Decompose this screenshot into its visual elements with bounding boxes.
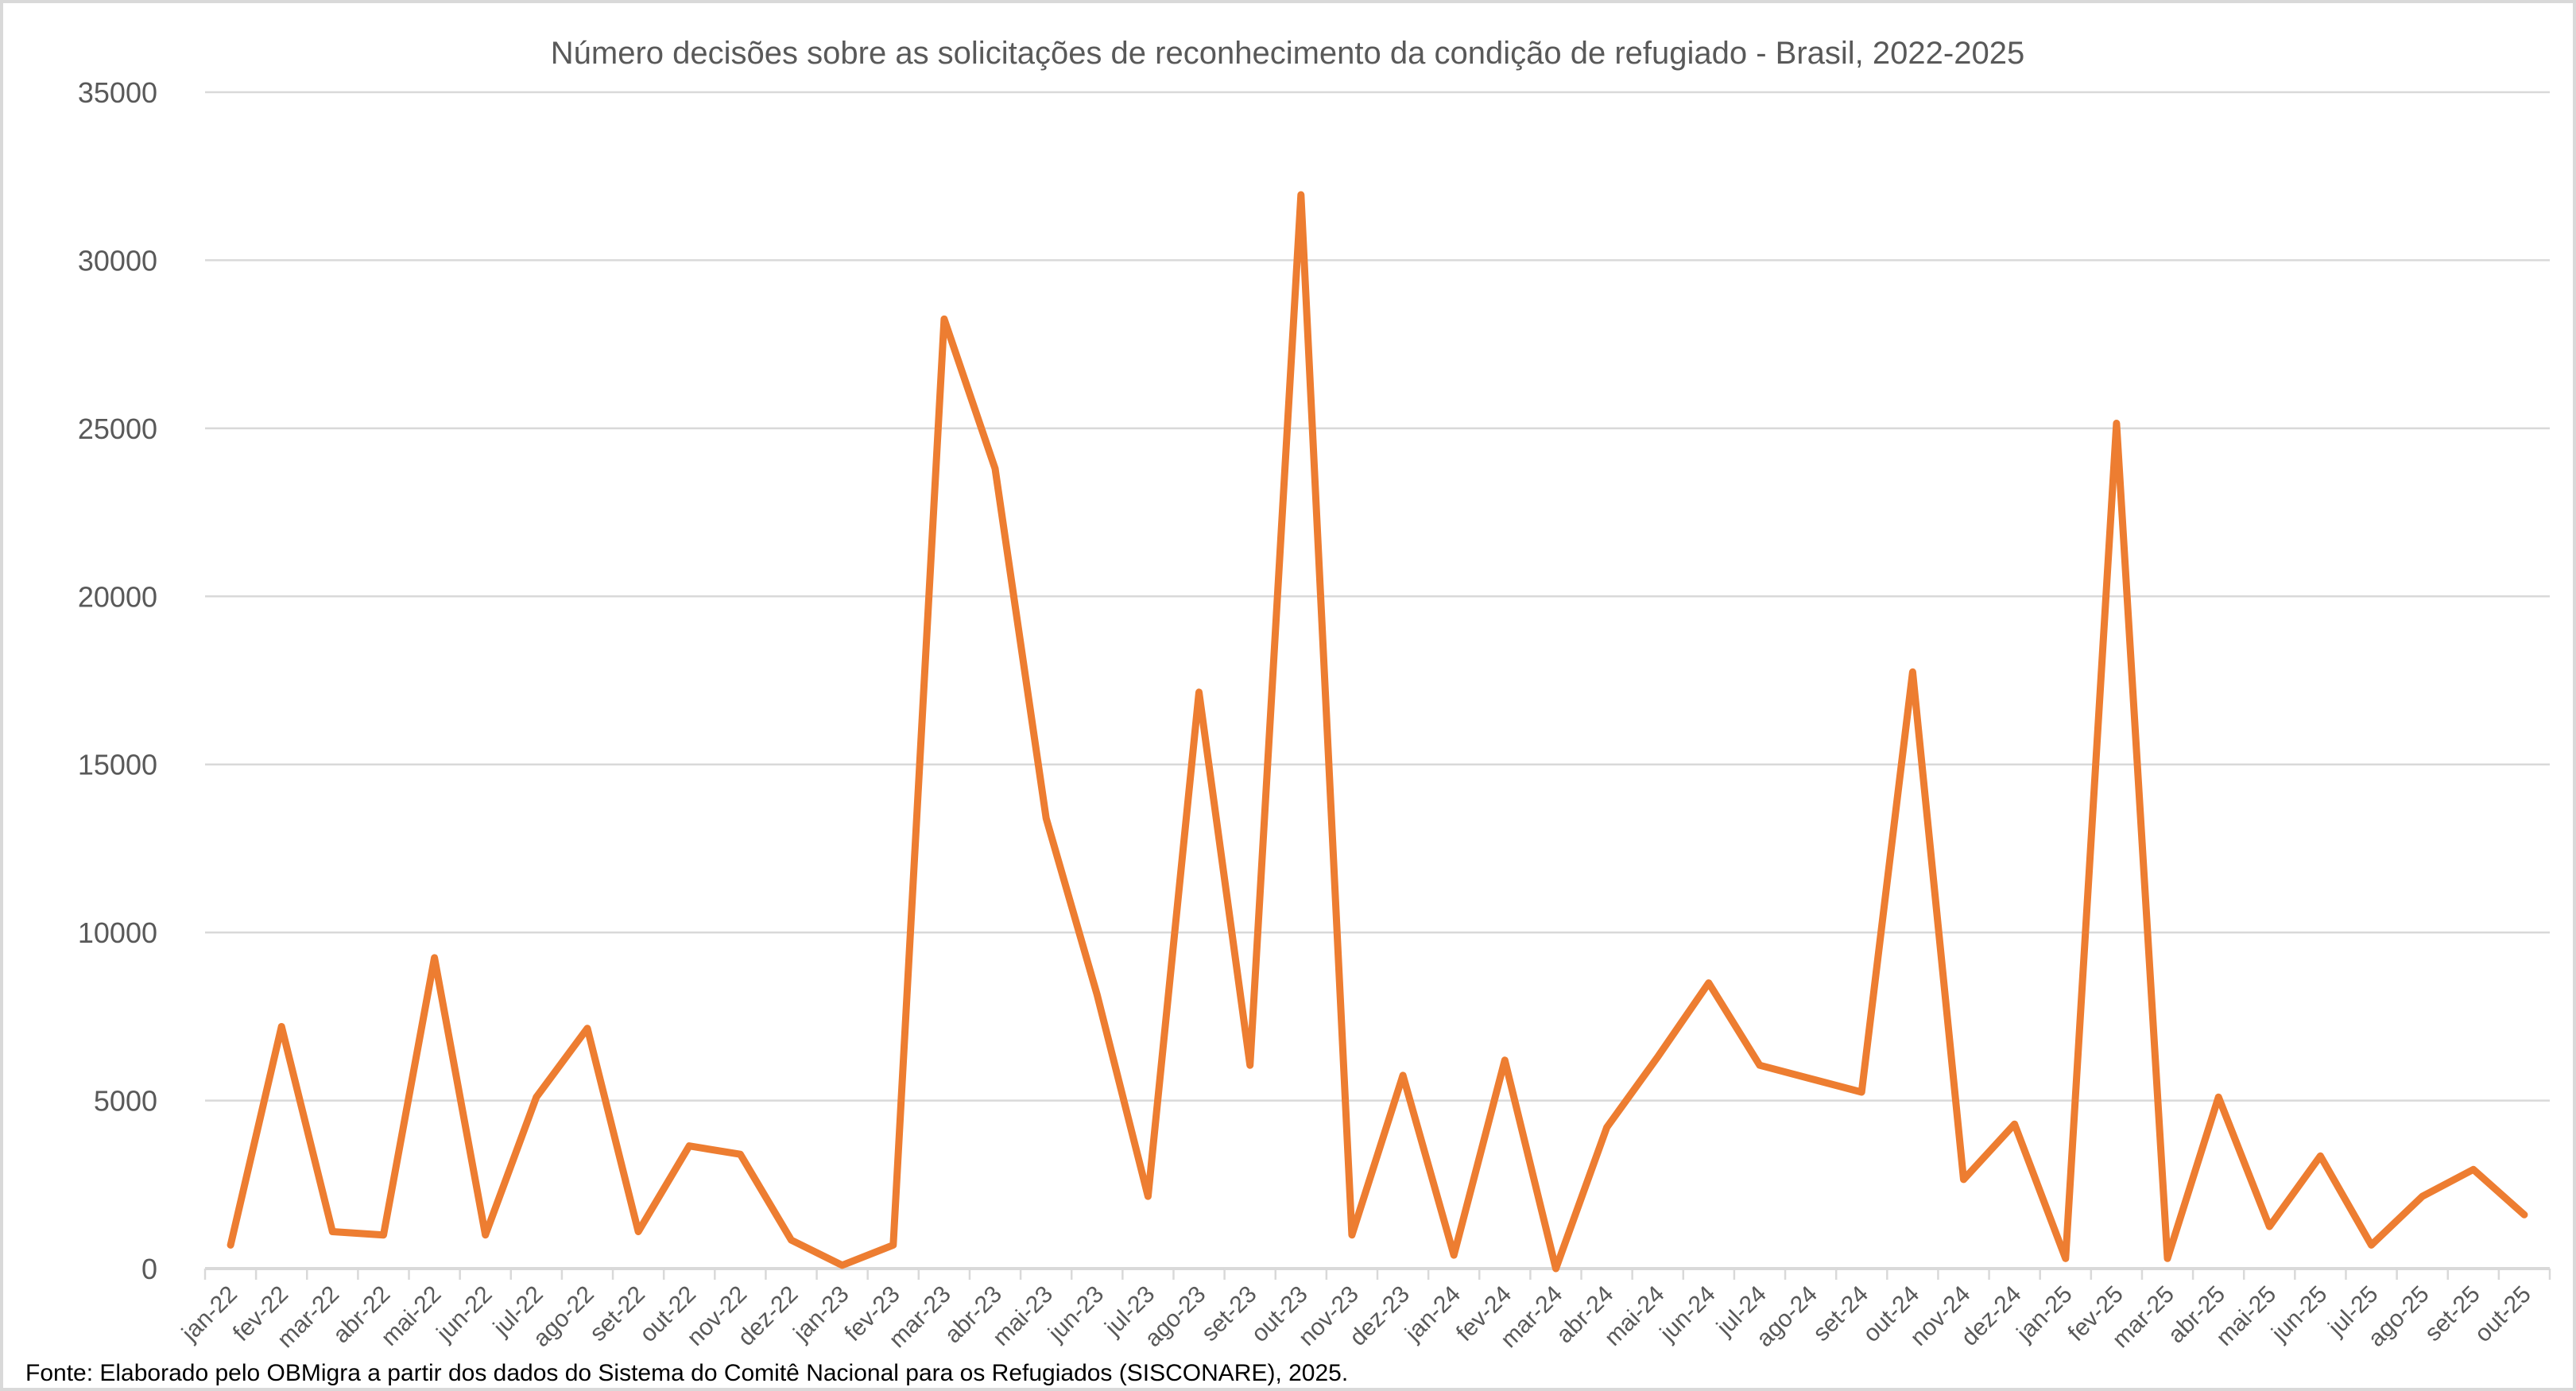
series-layer xyxy=(227,191,2528,1273)
y-tick-label: 5000 xyxy=(94,1085,157,1118)
y-tick-label: 30000 xyxy=(78,244,157,277)
y-tick-label: 10000 xyxy=(78,916,157,949)
chart-title: Número decisões sobre as solicitações de… xyxy=(551,36,2024,71)
y-tick-label: 20000 xyxy=(78,580,157,613)
y-axis: 0 5000 10000 15000 20000 25000 30000 35000 xyxy=(78,76,157,1285)
y-tick-label: 15000 xyxy=(78,749,157,781)
chart-source: Fonte: Elaborado pelo OBMigra a partir d… xyxy=(25,1360,1348,1386)
y-tick-label: 35000 xyxy=(78,76,157,109)
y-tick-label: 25000 xyxy=(78,413,157,445)
y-tick-label: 0 xyxy=(141,1253,157,1285)
series-line xyxy=(227,191,2528,1273)
